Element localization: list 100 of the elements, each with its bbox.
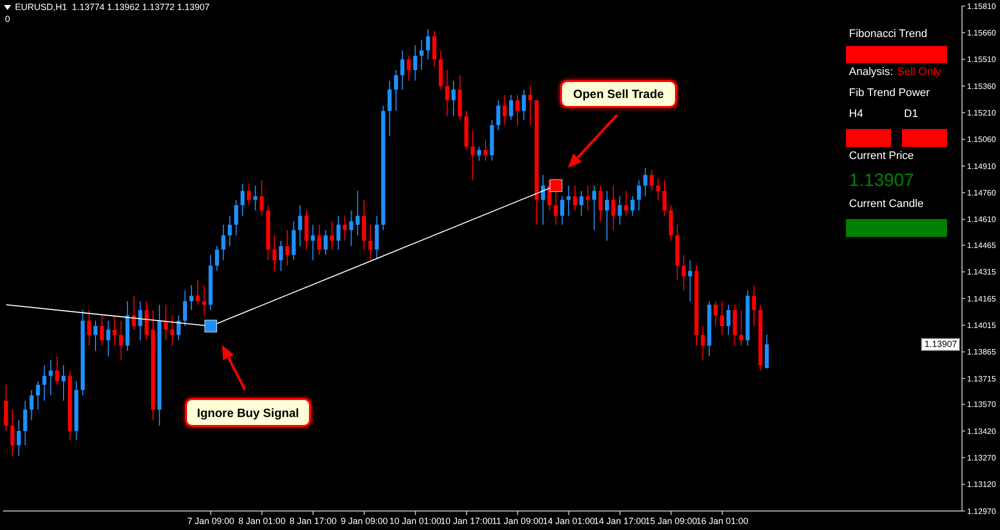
candlestick	[611, 185, 616, 231]
candlestick	[330, 220, 334, 250]
annotation: Ignore Buy Signal	[185, 398, 311, 427]
candlestick	[272, 234, 277, 272]
y-tick-label: 1.15810	[967, 2, 996, 11]
candlestick	[55, 356, 60, 386]
y-tick-label: 1.15210	[967, 108, 996, 118]
y-tick-label: 1.14015	[967, 321, 996, 330]
candlestick	[42, 364, 46, 402]
y-tick-label: 1.13270	[967, 453, 996, 462]
candlestick	[317, 224, 322, 256]
y-tick-label: 1.14165	[967, 294, 996, 304]
candlestick	[528, 86, 532, 126]
candlestick	[278, 240, 283, 272]
candlestick	[349, 210, 354, 247]
y-tick-label: 1.13570	[967, 400, 996, 410]
candlestick	[119, 320, 124, 360]
y-tick-label: 1.13120	[967, 480, 996, 490]
candlestick	[720, 300, 724, 336]
candlestick	[643, 167, 648, 197]
y-tick-label: 1.13715	[967, 374, 996, 384]
candlestick	[650, 169, 654, 192]
x-tick-label: 7 Jan 09:00	[187, 516, 234, 526]
candlestick	[477, 146, 482, 162]
candlestick	[62, 364, 66, 402]
candlestick	[112, 314, 117, 346]
candlestick	[604, 190, 609, 242]
candlestick	[515, 94, 520, 126]
candlestick	[406, 55, 411, 82]
candlestick	[420, 39, 424, 71]
candlestick	[253, 185, 258, 211]
y-tick-label: 1.14465	[967, 241, 996, 250]
text: 0	[5, 14, 10, 24]
candlestick	[285, 230, 290, 266]
y-tick-label: 1.15360	[967, 82, 996, 91]
candlestick	[656, 178, 660, 200]
candlestick	[618, 196, 622, 226]
candlestick	[636, 180, 641, 211]
candlestick	[764, 334, 769, 369]
candlestick	[170, 314, 174, 346]
candlestick	[592, 185, 596, 231]
annotation: 1.13907	[921, 338, 960, 352]
y-tick-label: 1.14315	[967, 268, 996, 277]
candlestick	[726, 304, 730, 336]
candlestick	[598, 185, 603, 222]
candlestick	[10, 409, 14, 456]
y-tick-label: 1.15060	[967, 135, 996, 144]
candlestick	[522, 89, 526, 120]
candlestick	[682, 254, 686, 292]
candlestick	[183, 290, 188, 327]
y-tick-label: 1.12970	[967, 506, 996, 516]
annotation: H4	[849, 108, 864, 120]
annotation: Analysis:	[849, 66, 894, 78]
candlestick	[356, 190, 360, 236]
annotation: Open Sell Trade	[560, 80, 677, 108]
candlestick	[432, 30, 436, 67]
candlestick	[509, 94, 514, 120]
candlestick	[560, 196, 564, 226]
annotation: D1	[904, 108, 918, 120]
candlestick	[164, 304, 168, 341]
candlestick	[426, 28, 430, 60]
chart-title: EURUSD,H1 1.13774 1.13962 1.13772 1.13907	[15, 2, 210, 12]
y-tick-label: 1.15510	[967, 55, 996, 64]
candlestick	[470, 130, 475, 181]
candlestick	[48, 359, 53, 396]
x-tick-label: 14 Jan 17:00	[594, 516, 646, 526]
candlestick	[298, 204, 302, 247]
candlestick	[106, 320, 110, 357]
candlestick	[394, 70, 398, 112]
candlestick	[413, 44, 418, 82]
candlestick	[196, 279, 200, 306]
x-tick-label: 15 Jan 09:00	[645, 516, 698, 526]
candlestick	[214, 246, 219, 272]
candlestick	[240, 183, 245, 216]
x-tick-label: 10 Jan 01:00	[389, 516, 442, 526]
candlestick	[189, 284, 194, 311]
x-tick-label: 9 Jan 09:00	[340, 516, 388, 526]
annotation: Current Candle	[849, 198, 924, 210]
candlestick	[484, 138, 488, 162]
y-tick-label: 1.13420	[967, 426, 996, 436]
y-tick-label: 1.14760	[967, 188, 996, 198]
candlestick	[739, 310, 744, 346]
candlestick	[368, 224, 372, 261]
candlestick	[714, 300, 718, 327]
annotation: Fib Trend Power	[849, 87, 930, 99]
x-tick-label: 14 Jan 01:00	[542, 516, 595, 526]
candlestick	[176, 314, 181, 341]
candlestick	[138, 300, 142, 341]
candlestick	[541, 174, 546, 226]
candlestick	[16, 420, 21, 456]
candlestick	[688, 260, 692, 302]
x-tick-label: 11 Jan 09:00	[492, 516, 544, 526]
candlestick	[234, 199, 238, 236]
candlestick	[566, 185, 571, 216]
candlestick	[700, 326, 705, 360]
x-tick-label: 8 Jan 01:00	[238, 516, 286, 526]
candlestick	[502, 94, 507, 126]
candlestick	[94, 320, 98, 352]
annotation: 1.13907	[849, 170, 914, 191]
candlestick	[336, 215, 340, 250]
